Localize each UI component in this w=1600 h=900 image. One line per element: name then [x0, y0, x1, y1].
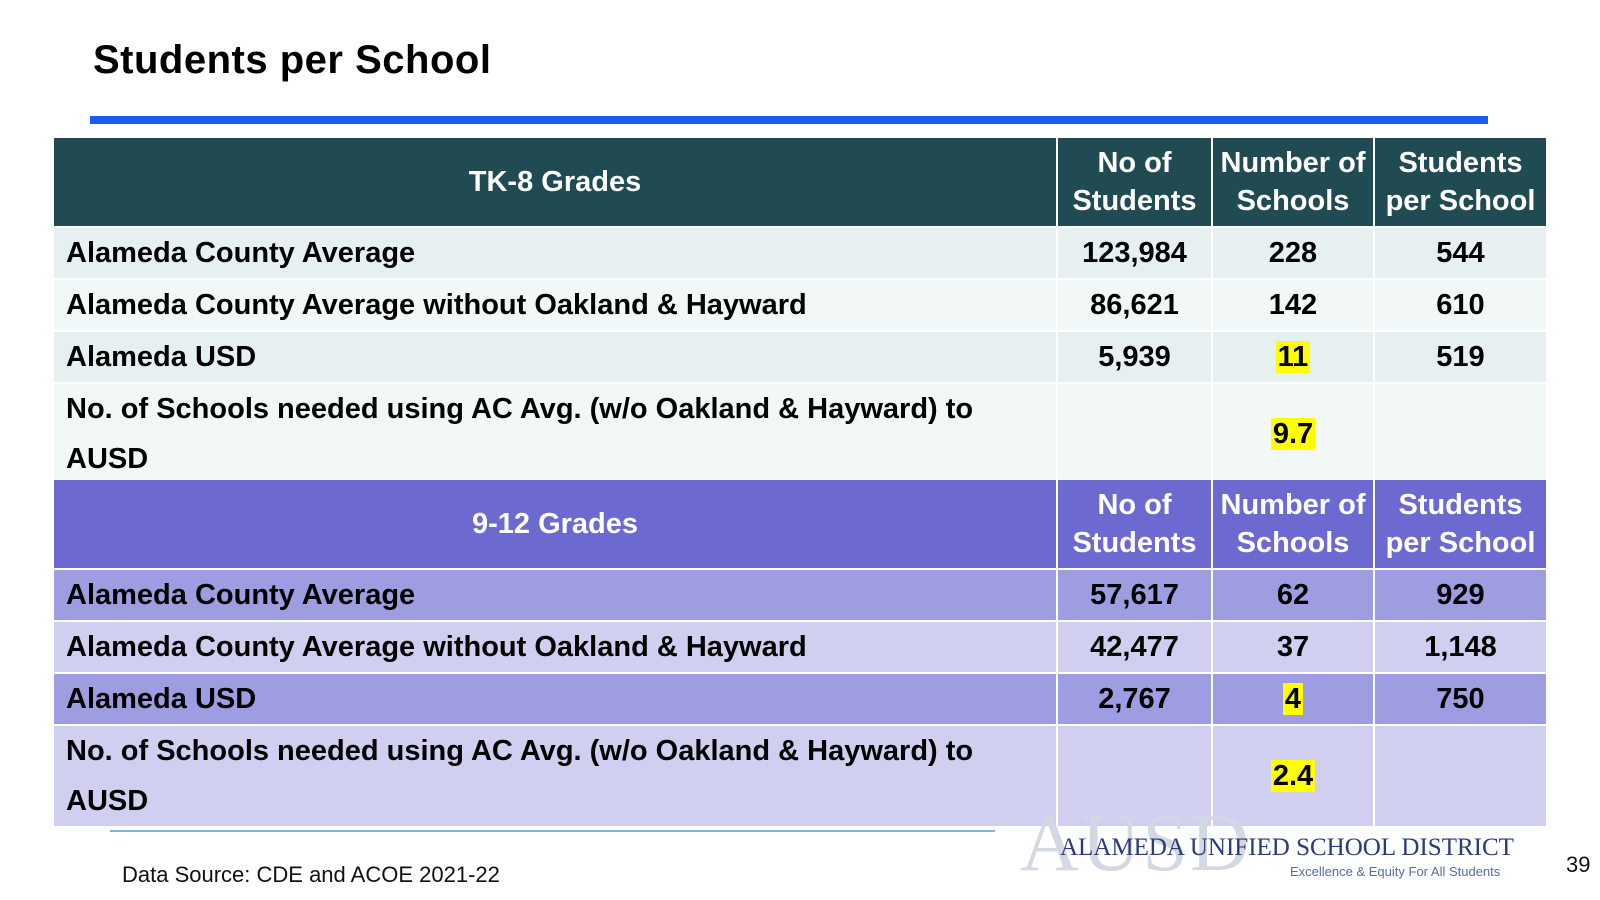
table-row: No. of Schools needed using AC Avg. (w/o…: [54, 382, 1546, 484]
header-number-of-schools: Number of Schools: [1211, 138, 1374, 227]
row-label: Alameda USD: [54, 672, 1057, 725]
cell-students: [1056, 724, 1212, 826]
header-students-per-school: Students per School: [1373, 138, 1546, 227]
logo-tagline: Excellence & Equity For All Students: [1290, 864, 1501, 879]
cell-schools: 9.7: [1211, 382, 1374, 484]
tk8-grades-table: TK-8 Grades No of Students Number of Sch…: [54, 138, 1546, 484]
data-source-note: Data Source: CDE and ACOE 2021-22: [122, 862, 500, 887]
header-no-of-students: No of Students: [1056, 138, 1212, 227]
cell-schools: 4: [1211, 672, 1374, 725]
header-students-per-school: Students per School: [1373, 480, 1546, 569]
row-label: No. of Schools needed using AC Avg. (w/o…: [54, 724, 1057, 826]
cell-per-school: [1373, 382, 1546, 484]
header-number-of-schools: Number of Schools: [1211, 480, 1374, 569]
row-label: Alameda County Average without Oakland &…: [54, 620, 1057, 673]
cell-students: [1056, 382, 1212, 484]
highlighted-value: 11: [1275, 341, 1311, 373]
cell-students: 123,984: [1056, 226, 1212, 279]
table-header-label: 9-12 Grades: [54, 480, 1057, 569]
cell-students: 86,621: [1056, 278, 1212, 331]
row-label: Alameda USD: [54, 330, 1057, 383]
cell-per-school: 519: [1373, 330, 1546, 383]
row-label: Alameda County Average: [54, 568, 1057, 621]
highlighted-value: 2.4: [1270, 760, 1316, 792]
table-row: Alameda County Average without Oakland &…: [54, 620, 1546, 673]
cell-per-school: 544: [1373, 226, 1546, 279]
cell-schools: 2.4: [1211, 724, 1374, 826]
table-header-row: TK-8 Grades No of Students Number of Sch…: [54, 138, 1546, 227]
cell-per-school: 750: [1373, 672, 1546, 725]
title-divider: [90, 116, 1488, 124]
footer-divider: [110, 830, 995, 832]
cell-per-school: 929: [1373, 568, 1546, 621]
logo-watermark: AUSD: [1020, 797, 1252, 888]
cell-schools: 142: [1211, 278, 1374, 331]
ausd-logo: AUSD ALAMEDA UNIFIED SCHOOL DISTRICT Exc…: [1020, 802, 1514, 888]
highlighted-value: 4: [1282, 683, 1304, 715]
table-row: Alameda County Average 123,984 228 544: [54, 226, 1546, 279]
row-label: Alameda County Average: [54, 226, 1057, 279]
table-header-label: TK-8 Grades: [54, 138, 1057, 227]
table-row: Alameda County Average 57,617 62 929: [54, 568, 1546, 621]
cell-schools: 228: [1211, 226, 1374, 279]
grades-9-12-table: 9-12 Grades No of Students Number of Sch…: [54, 480, 1546, 826]
cell-per-school: 1,148: [1373, 620, 1546, 673]
table-header-row: 9-12 Grades No of Students Number of Sch…: [54, 480, 1546, 569]
table-row: Alameda County Average without Oakland &…: [54, 278, 1546, 331]
cell-students: 42,477: [1056, 620, 1212, 673]
cell-students: 2,767: [1056, 672, 1212, 725]
highlighted-value: 9.7: [1270, 418, 1316, 450]
table-row: Alameda USD 5,939 11 519: [54, 330, 1546, 383]
cell-schools: 62: [1211, 568, 1374, 621]
cell-per-school: 610: [1373, 278, 1546, 331]
table-row: No. of Schools needed using AC Avg. (w/o…: [54, 724, 1546, 826]
logo-district-name: ALAMEDA UNIFIED SCHOOL DISTRICT: [1060, 834, 1514, 861]
header-no-of-students: No of Students: [1056, 480, 1212, 569]
table-row: Alameda USD 2,767 4 750: [54, 672, 1546, 725]
page-number: 39: [1566, 852, 1591, 877]
cell-schools: 37: [1211, 620, 1374, 673]
slide-title: Students per School: [93, 38, 492, 82]
cell-per-school: [1373, 724, 1546, 826]
cell-students: 5,939: [1056, 330, 1212, 383]
cell-students: 57,617: [1056, 568, 1212, 621]
row-label: No. of Schools needed using AC Avg. (w/o…: [54, 382, 1057, 484]
cell-schools: 11: [1211, 330, 1374, 383]
row-label: Alameda County Average without Oakland &…: [54, 278, 1057, 331]
